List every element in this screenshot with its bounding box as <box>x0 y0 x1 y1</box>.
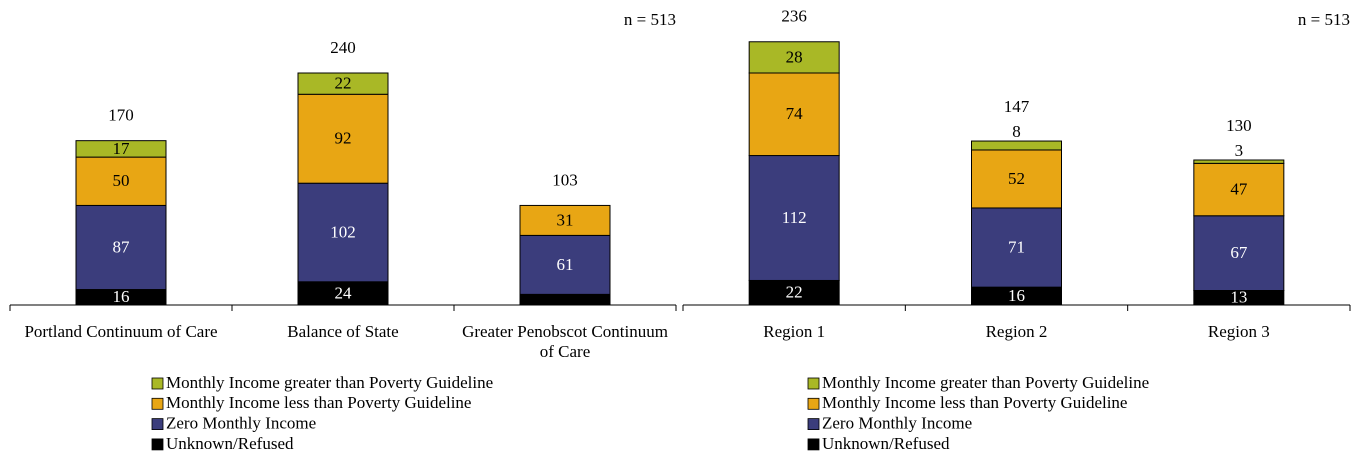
x-tick-label: Balance of State <box>287 322 399 341</box>
bar-segment <box>748 155 840 281</box>
data-label: 87 <box>113 237 131 256</box>
legend-label: Unknown/Refused <box>166 434 294 453</box>
data-label: 74 <box>786 104 804 123</box>
legend-label: Monthly Income greater than Poverty Guid… <box>166 373 493 392</box>
total-label: 103 <box>552 170 578 189</box>
data-label: 50 <box>113 171 130 190</box>
x-tick-label: Region 2 <box>985 322 1048 341</box>
legend-swatch <box>807 377 820 390</box>
x-tick-label: Portland Continuum of Care <box>24 322 218 341</box>
bar-segment <box>971 140 1062 151</box>
data-label: 71 <box>1008 237 1025 256</box>
bar-segment <box>297 93 389 184</box>
bar-segment <box>971 207 1062 288</box>
legend-swatch <box>807 438 820 451</box>
data-label: 16 <box>113 287 130 306</box>
data-label: 22 <box>335 74 352 93</box>
total-label: 147 <box>1004 97 1030 116</box>
bar-segment <box>297 182 389 283</box>
data-label: 31 <box>557 210 574 229</box>
data-label: 52 <box>1008 169 1025 188</box>
data-label: 67 <box>1230 243 1248 262</box>
bar-segment <box>1193 162 1285 217</box>
annotation: n = 513 <box>624 10 676 29</box>
total-label: 170 <box>108 106 134 125</box>
legend-swatch <box>151 377 164 390</box>
bar-segment <box>748 72 840 157</box>
x-tick-label: Greater Penobscot Continuum of Care <box>462 322 668 361</box>
data-label: 24 <box>335 283 353 302</box>
data-label: 47 <box>1230 179 1248 198</box>
bar-segment <box>519 293 611 306</box>
bar-segment <box>1193 215 1285 291</box>
data-label: 8 <box>1012 122 1021 141</box>
legend-swatch <box>151 397 164 410</box>
legend-swatch <box>151 418 164 431</box>
data-label: 92 <box>335 129 352 148</box>
data-label: 16 <box>1008 286 1025 305</box>
bar-segment <box>75 140 167 158</box>
legend-label: Unknown/Refused <box>822 434 950 453</box>
bar-segment <box>1193 159 1285 164</box>
bar-segment <box>75 156 167 206</box>
x-tick-label: Region 3 <box>1207 322 1270 341</box>
legend-label: Monthly Income less than Poverty Guideli… <box>822 393 1127 412</box>
bar-segment <box>748 41 840 74</box>
data-label: 102 <box>330 222 356 241</box>
bar-segment <box>519 204 611 236</box>
annotation: n = 513 <box>1298 10 1350 29</box>
legend-label: Zero Monthly Income <box>166 414 316 433</box>
total-label: 130 <box>1226 116 1252 135</box>
data-label: 28 <box>786 47 803 66</box>
bar-segment <box>971 149 1062 209</box>
data-label: 3 <box>1235 141 1244 160</box>
data-label: 112 <box>782 208 807 227</box>
legend-label: Zero Monthly Income <box>822 414 972 433</box>
total-label: 240 <box>330 38 356 57</box>
data-label: 22 <box>786 283 803 302</box>
data-label: 61 <box>557 255 574 274</box>
legend-swatch <box>807 397 820 410</box>
x-tick-label: Region 1 <box>763 322 826 341</box>
legend-label: Monthly Income greater than Poverty Guid… <box>822 373 1149 392</box>
legend-label: Monthly Income less than Poverty Guideli… <box>166 393 471 412</box>
total-label: 236 <box>781 7 807 26</box>
data-label: 13 <box>1230 288 1247 307</box>
legend-swatch <box>151 438 164 451</box>
data-label: 17 <box>113 139 131 158</box>
bar-segment <box>297 72 389 95</box>
legend-swatch <box>807 418 820 431</box>
bar-segment <box>75 204 167 291</box>
